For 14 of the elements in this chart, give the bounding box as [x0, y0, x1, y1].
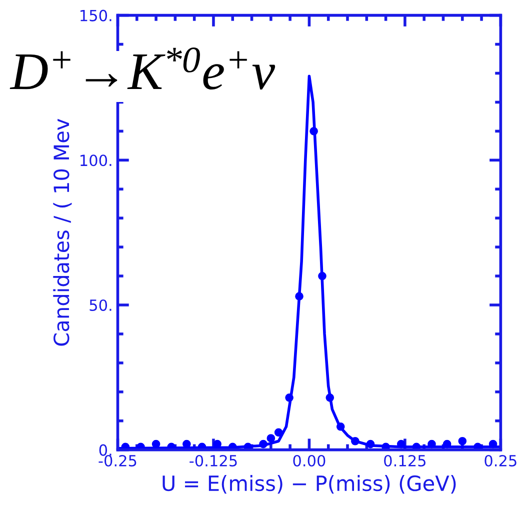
- y-tick-label: 150.: [80, 10, 112, 22]
- x-axis-title: U = E(miss) − P(miss) (GeV): [162, 475, 456, 494]
- y-tick-label: 50.: [90, 299, 112, 311]
- x-tick-label: 0.125: [384, 454, 426, 467]
- text: D$^{+}$→K$^{*0}$e$^{+}$ν: [10, 47, 276, 90]
- point: [266, 434, 276, 442]
- y-axis-title: Candidates / ( 10 Mev: [53, 118, 72, 346]
- x-tick-label: -0.25: [98, 454, 136, 467]
- x-tick-label: -0.125: [190, 454, 237, 467]
- x-tick-label: 0.25: [484, 454, 516, 467]
- y-tick-label: 0.: [99, 444, 112, 456]
- x-tick-label: 0.00: [293, 454, 326, 467]
- y-tick-label: 100.: [80, 154, 112, 166]
- point: [458, 436, 467, 446]
